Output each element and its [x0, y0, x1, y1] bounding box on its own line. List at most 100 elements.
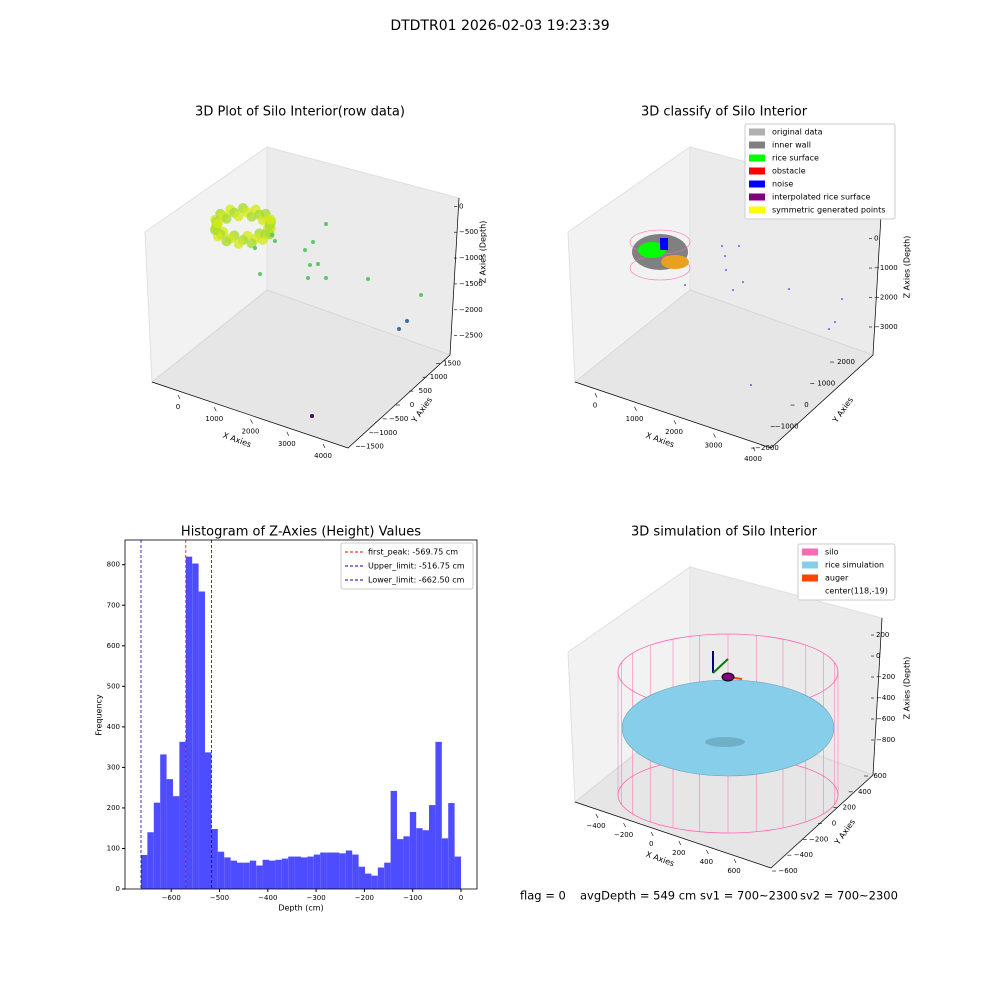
- cloud-point: [310, 414, 314, 418]
- subplot-title: 3D simulation of Silo Interior: [631, 525, 818, 540]
- bar: [429, 805, 436, 889]
- noise-point: [828, 328, 830, 330]
- x-tick-label: −600: [162, 894, 181, 902]
- noise-point: [841, 298, 843, 300]
- y-tick-label: 200: [843, 804, 856, 812]
- x-tick: [594, 393, 598, 398]
- noise-point: [725, 269, 727, 271]
- x-tick-label: 1000: [626, 415, 644, 423]
- cloud-point: [265, 214, 276, 225]
- bar: [268, 860, 276, 889]
- x-tick-label: 4000: [314, 452, 332, 460]
- point-cloud: [210, 203, 423, 418]
- axis-line: [151, 354, 451, 449]
- legend-label: inner wall: [772, 141, 811, 150]
- cloud-point: [258, 272, 262, 276]
- z-tick-label: 0: [876, 652, 880, 660]
- legend-swatch: [749, 206, 765, 214]
- bar: [377, 867, 385, 889]
- x-tick: [706, 849, 709, 855]
- legend-swatch: [802, 561, 818, 569]
- x-tick: [678, 840, 682, 846]
- bar: [333, 852, 340, 889]
- bar: [301, 857, 308, 889]
- noise-point: [738, 245, 740, 247]
- legend-swatch: [749, 180, 765, 188]
- y-tick-label: 1000: [430, 373, 448, 381]
- y-tick-label: 2000: [837, 358, 855, 366]
- legend-swatch: [749, 154, 765, 162]
- x-tick-label: 2000: [242, 428, 260, 436]
- y-tick-label: 400: [858, 788, 871, 796]
- y-tick-label: −1500: [360, 443, 384, 451]
- status-flag: flag = 0: [520, 889, 566, 903]
- legend-label: center(118,-19): [825, 587, 888, 596]
- cloud-point: [246, 238, 257, 249]
- cloud-point: [405, 319, 409, 323]
- bar: [147, 832, 154, 889]
- x-tick: [595, 813, 599, 819]
- status-sv2: sv2 = 700~2300: [800, 889, 898, 903]
- x-tick-label: −400: [258, 894, 277, 902]
- x-tick-label: −400: [586, 822, 605, 830]
- legend-label: rice simulation: [825, 561, 884, 570]
- classified-cloud: [629, 229, 843, 386]
- bar: [307, 856, 314, 889]
- axis-label: X Axies: [645, 850, 676, 869]
- bar: [140, 854, 148, 889]
- legend-label: obstacle: [772, 167, 806, 176]
- x-tick: [733, 858, 737, 864]
- bar: [448, 803, 455, 889]
- y-tick-label: 1500: [443, 359, 461, 367]
- cloud-point: [253, 246, 257, 250]
- x-tick-label: 200: [672, 849, 685, 857]
- y-tick-label: 0: [832, 820, 836, 828]
- axis-line: [574, 774, 874, 869]
- bar: [352, 854, 359, 889]
- x-tick-label: −200: [355, 894, 374, 902]
- y-tick-label: 1000: [817, 380, 835, 388]
- y-tick-label: 200: [107, 804, 120, 812]
- legend-label: first_peak: -569.75 cm: [368, 548, 458, 557]
- bar: [288, 856, 295, 889]
- z-tick-label: −800: [876, 736, 895, 744]
- x-tick-label: −200: [614, 831, 633, 839]
- simulation: [617, 633, 839, 834]
- noise-point: [724, 255, 726, 257]
- y-tick-label: 600: [107, 642, 120, 650]
- x-tick: [650, 831, 654, 837]
- y-tick-label: 0: [410, 401, 414, 409]
- bar: [339, 853, 346, 889]
- bar: [160, 754, 167, 889]
- bar: [435, 741, 442, 889]
- x-tick: [322, 443, 326, 449]
- axis-label: Y Axies: [409, 396, 434, 426]
- x-tick-label: 400: [700, 858, 713, 866]
- x-axis-label: Depth (cm): [278, 904, 323, 913]
- status-depth: avgDepth = 549 cm: [580, 889, 696, 903]
- bar: [454, 856, 462, 889]
- rice: [638, 242, 666, 258]
- bar: [192, 563, 199, 889]
- cloud-point: [233, 211, 244, 222]
- legend-swatch: [749, 141, 765, 149]
- x-tick-label: 1000: [205, 415, 223, 423]
- cloud-point: [419, 293, 423, 297]
- bar: [166, 779, 173, 889]
- y-tick-label: 600: [873, 772, 886, 780]
- z-tick-label: −1000: [459, 254, 483, 262]
- cloud-point: [273, 239, 277, 243]
- center: [721, 672, 735, 682]
- bar: [275, 859, 282, 889]
- z-tick-label: −1500: [459, 280, 483, 288]
- z-tick-label: −500: [459, 228, 478, 236]
- cloud-point: [366, 277, 370, 281]
- y-tick-label: 400: [107, 723, 120, 731]
- z-tick-label: 0: [874, 235, 878, 243]
- x-tick: [213, 407, 217, 412]
- y-tick-label: 500: [107, 682, 120, 690]
- cloud-point: [316, 262, 320, 266]
- z-tick-label: 0: [459, 202, 463, 210]
- y-tick-label: 100: [107, 844, 120, 852]
